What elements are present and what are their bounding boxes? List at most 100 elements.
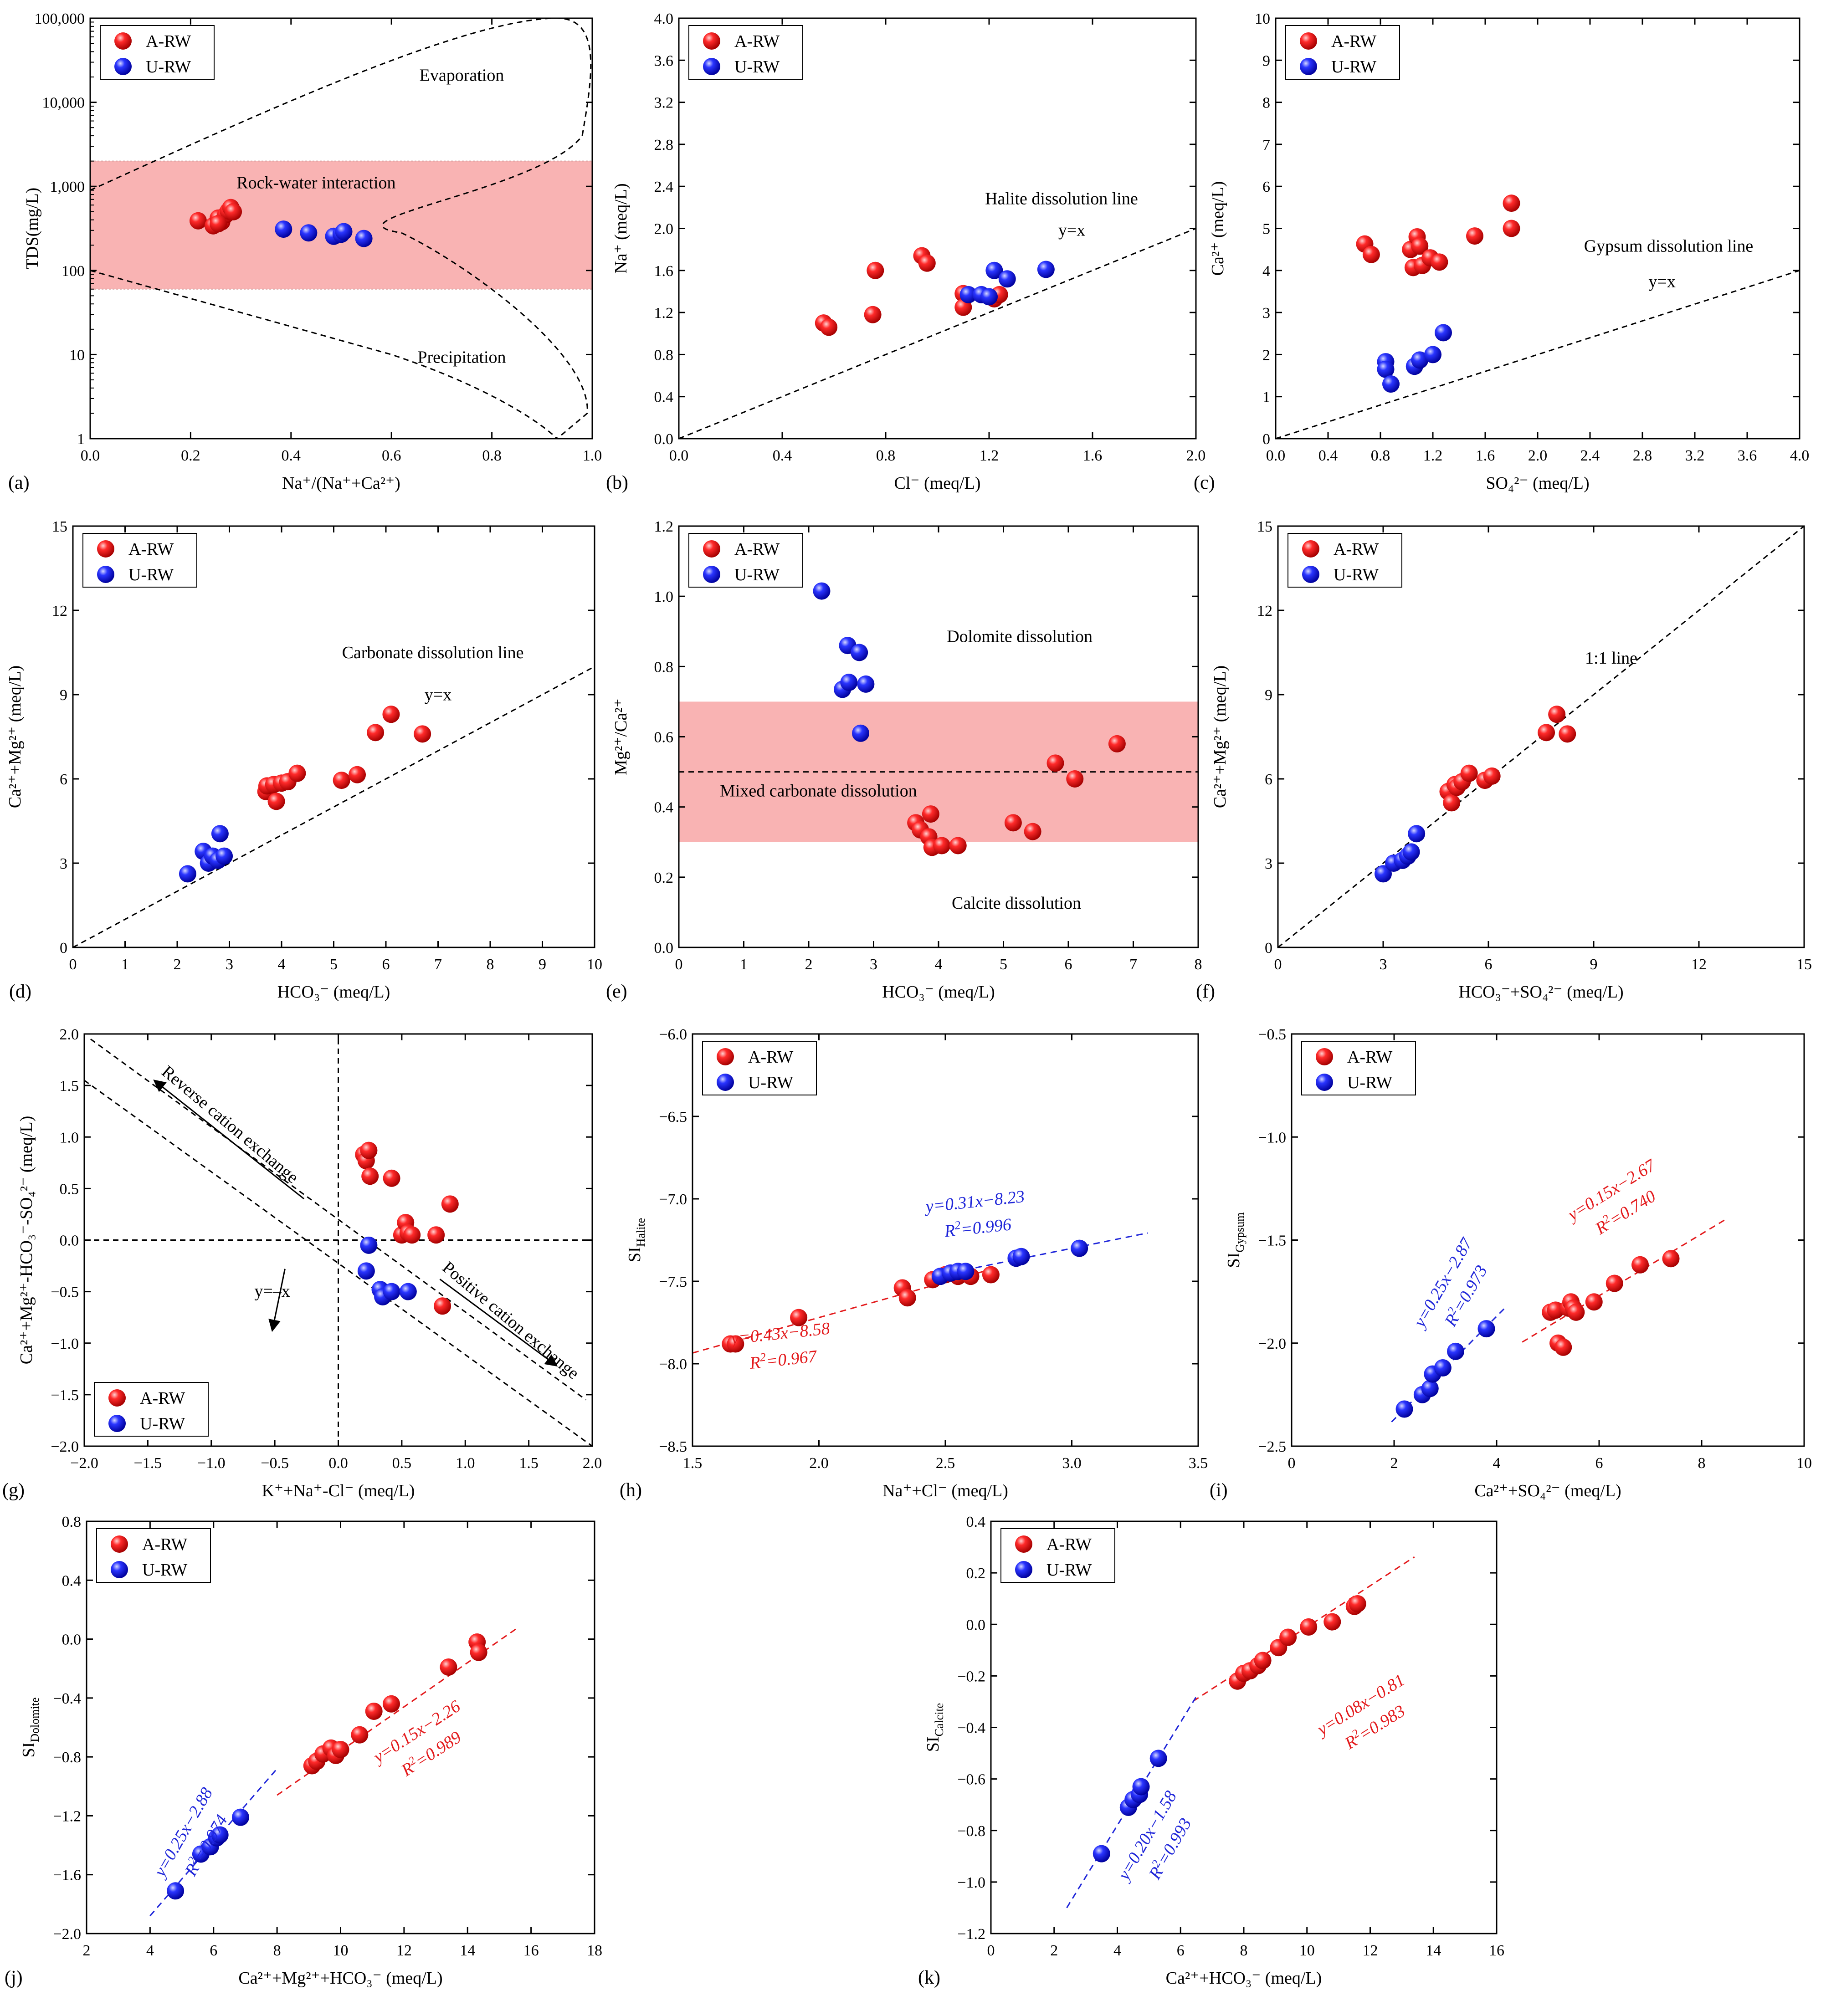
a-rw-point xyxy=(1279,1628,1297,1646)
y-tick-label: 0.5 xyxy=(60,1181,79,1197)
y-axis-label-group: Ca²⁺+Mg²⁺ (meq/L) xyxy=(5,665,25,808)
y-tick-label: 15 xyxy=(1257,518,1272,535)
a-rw-point xyxy=(1503,220,1520,237)
a-rw-point xyxy=(1431,253,1448,271)
y-tick-label: 12 xyxy=(52,603,67,619)
y-axis-label: SIGypsum xyxy=(1224,1213,1246,1268)
a-rw-point xyxy=(383,1695,400,1713)
u-rw-point xyxy=(1375,865,1392,883)
x-tick-label: 0.4 xyxy=(1318,447,1338,464)
legend-u-rw-marker xyxy=(703,566,720,583)
y-tick-label: 0.0 xyxy=(62,1632,82,1648)
a-rw-point xyxy=(361,1167,379,1185)
x-tick-label: 1.6 xyxy=(1083,447,1103,464)
panel-letter: (j) xyxy=(5,1967,23,1988)
a-rw-point xyxy=(790,1309,808,1326)
x-tick-label: 10 xyxy=(587,956,602,973)
panel-letter: (k) xyxy=(918,1967,940,1988)
y-tick-label: 9 xyxy=(1265,687,1272,704)
legend-label: U-RW xyxy=(142,1561,187,1580)
x-tick-label: 4 xyxy=(278,956,286,973)
y-tick-label: −0.5 xyxy=(51,1284,79,1301)
x-tick-label: 2.5 xyxy=(936,1455,955,1472)
y-axis-label-group: TDS(mg/L) xyxy=(23,188,42,269)
u-rw-point xyxy=(1402,843,1420,861)
panel-letter: (g) xyxy=(2,1480,25,1501)
y-axis-label: Ca²⁺+Mg²⁺ (meq/L) xyxy=(5,665,25,808)
u-rw-point xyxy=(179,865,196,883)
y-tick-label: 2 xyxy=(1262,347,1270,363)
a-rw-point xyxy=(1466,227,1483,245)
x-tick-label: 8 xyxy=(1240,1942,1248,1959)
x-axis-label: SO₄²⁻ (meq/L) xyxy=(1486,474,1589,493)
x-axis-label: HCO₃⁻ (meq/L) xyxy=(277,982,390,1002)
u-rw-point xyxy=(980,288,998,306)
a-rw-point xyxy=(1567,1303,1585,1321)
u-rw-point xyxy=(957,1263,975,1280)
legend-a-rw-marker xyxy=(703,540,720,558)
x-tick-label: 2 xyxy=(83,1942,91,1959)
plot-area xyxy=(679,582,1198,856)
a-rw-point xyxy=(1585,1293,1603,1311)
x-tick-label: 1.2 xyxy=(1423,447,1443,464)
a-rw-point xyxy=(1108,735,1126,752)
x-tick-label: 0 xyxy=(69,956,77,973)
annotation-text: Gypsum dissolution line xyxy=(1584,236,1754,256)
y-tick-label: −2.0 xyxy=(53,1926,81,1943)
y-axis-label-text: Ca²⁺+Mg²⁺ (meq/L) xyxy=(1211,665,1230,808)
y-axis-label-text: SI xyxy=(625,1247,644,1262)
x-tick-label: 16 xyxy=(1489,1942,1504,1959)
x-tick-label: 6 xyxy=(210,1942,217,1959)
y-axis-label-group: Ca²⁺ (meq/L) xyxy=(1208,181,1227,276)
u-rw-point xyxy=(1377,360,1395,378)
u-rw-point xyxy=(360,1236,378,1254)
y-axis-label-text: Ca²⁺ (meq/L) xyxy=(1208,181,1227,276)
a-rw-point xyxy=(1662,1250,1680,1268)
a-rw-point xyxy=(727,1335,744,1353)
y-tick-label: 10,000 xyxy=(42,95,85,112)
y-tick-label: −1.2 xyxy=(53,1808,81,1825)
annotation-text: Reverse cation exchange xyxy=(158,1062,302,1187)
u-rw-point xyxy=(857,675,875,693)
annotation-text: Precipitation xyxy=(417,348,506,367)
u-rw-point xyxy=(211,825,229,843)
x-tick-label: 12 xyxy=(1691,956,1707,973)
y-minus-x-pointer-arrow xyxy=(268,1269,286,1332)
annotation-text: Rock-water interaction xyxy=(236,173,395,192)
a-rw-point xyxy=(225,203,242,220)
y-tick-label: 0.0 xyxy=(654,431,674,448)
y-tick-label: −1.2 xyxy=(957,1926,985,1943)
panel-letter: (c) xyxy=(1194,472,1215,493)
y-tick-label: 3.2 xyxy=(654,95,674,112)
x-tick-label: 1.5 xyxy=(519,1455,539,1472)
x-tick-label: 0 xyxy=(675,956,683,973)
y-tick-label: −1.6 xyxy=(53,1867,81,1884)
a-rw-point xyxy=(1046,754,1064,772)
annotation-text: Evaporation xyxy=(420,66,504,85)
u-rw-point xyxy=(355,230,373,247)
y-tick-label: −2.0 xyxy=(1258,1335,1286,1352)
y-tick-label: 7 xyxy=(1262,137,1270,154)
u-rw-point xyxy=(1411,351,1429,369)
panel-letter: (h) xyxy=(620,1480,642,1501)
a-rw-point xyxy=(434,1297,451,1315)
y-tick-label: 2.8 xyxy=(654,137,674,154)
x-tick-label: 12 xyxy=(396,1942,412,1959)
a-rw-point xyxy=(1483,767,1501,785)
y-axis-label-subscript: Halite xyxy=(634,1218,647,1247)
a-rw-point xyxy=(1443,794,1461,812)
u-rw-point xyxy=(1132,1778,1150,1796)
x-tick-label: 4.0 xyxy=(1790,447,1810,464)
x-tick-label: 6 xyxy=(1485,956,1493,973)
a-rw-point xyxy=(949,837,967,854)
a-rw-point xyxy=(1300,1618,1318,1636)
legend-u-rw-marker xyxy=(1015,1561,1032,1578)
x-tick-label: 3 xyxy=(1380,956,1387,973)
x-tick-label: 0.0 xyxy=(328,1455,348,1472)
y-tick-label: 4.0 xyxy=(654,10,674,27)
y-tick-label: 0.2 xyxy=(966,1565,986,1582)
a-rw-point xyxy=(383,1169,400,1187)
